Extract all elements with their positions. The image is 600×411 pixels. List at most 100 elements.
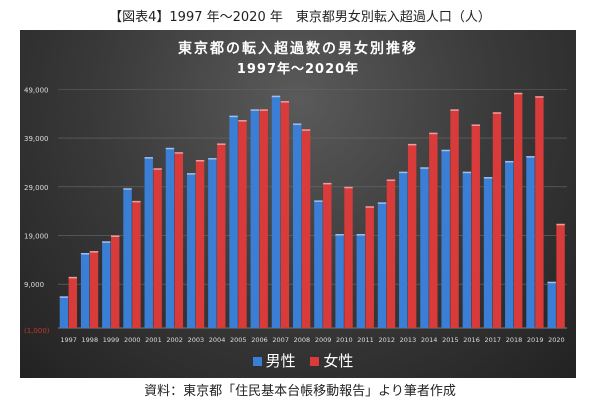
- bar-highlight: [271, 95, 281, 98]
- bar-highlight: [323, 182, 332, 185]
- x-tick-label: 2005: [230, 336, 247, 344]
- bar-highlight: [450, 109, 459, 111]
- legend-swatch-female: [310, 357, 320, 366]
- bar-female: [407, 143, 417, 328]
- bar-highlight: [174, 152, 184, 154]
- bar-male: [271, 95, 281, 329]
- bar-highlight: [111, 235, 120, 237]
- x-tick-label: 2010: [336, 336, 353, 344]
- bar-male: [229, 115, 238, 328]
- legend-label-female: 女性: [323, 352, 354, 370]
- bar-highlight: [59, 296, 69, 298]
- bar-female: [217, 143, 226, 328]
- y-tick-label: 29,000: [24, 184, 49, 192]
- bar-male: [144, 157, 153, 328]
- bar-female: [68, 276, 78, 328]
- bar-female: [471, 124, 480, 329]
- bar-highlight: [186, 173, 196, 175]
- bar-highlight: [68, 276, 78, 279]
- x-tick-label: 2001: [145, 336, 162, 344]
- bar-female: [365, 206, 374, 328]
- bar-female: [323, 182, 332, 328]
- y-tick-label: 9,000: [24, 281, 44, 289]
- bar-female: [429, 132, 438, 328]
- bar-highlight: [407, 143, 417, 146]
- x-tick-label: 2011: [357, 336, 374, 344]
- bar-highlight: [153, 168, 162, 170]
- bar-male: [314, 200, 323, 328]
- x-tick-label: 1999: [103, 336, 120, 344]
- bar-highlight: [471, 124, 480, 126]
- bar-highlight: [238, 120, 247, 122]
- bar-highlight: [217, 143, 226, 145]
- bar-female: [89, 251, 99, 328]
- bar-female: [280, 101, 290, 328]
- bar-highlight: [492, 112, 502, 114]
- bar-male: [399, 171, 408, 328]
- bar-highlight: [556, 223, 565, 226]
- x-tick-label: 2014: [421, 336, 438, 344]
- x-tick-label: 2013: [400, 336, 417, 344]
- bar-highlight: [483, 177, 493, 179]
- bar-female: [111, 235, 120, 328]
- x-tick-label: 2019: [527, 336, 544, 344]
- x-tick-label: 2020: [548, 336, 565, 344]
- y-tick-label: 49,000: [24, 86, 49, 94]
- bar-male: [526, 156, 535, 328]
- bar-male: [186, 173, 196, 328]
- bar-highlight: [259, 109, 268, 111]
- legend-swatch-male: [252, 357, 262, 366]
- bar-male: [292, 123, 302, 329]
- bar-highlight: [123, 188, 132, 190]
- bar-highlight: [399, 171, 408, 174]
- x-tick-label: 2008: [294, 336, 311, 344]
- x-tick-label: 2012: [378, 336, 395, 344]
- bar-highlight: [314, 200, 323, 202]
- legend-label-male: 男性: [265, 352, 296, 370]
- bar-highlight: [441, 149, 450, 152]
- y-tick-label: 19,000: [24, 232, 49, 240]
- x-tick-label: 2009: [315, 336, 332, 344]
- bar-highlight: [462, 171, 472, 174]
- bar-female: [195, 159, 205, 328]
- legend: 男性 女性: [20, 350, 576, 371]
- x-tick-label: 2016: [463, 336, 480, 344]
- x-tick-label: 2017: [484, 336, 501, 344]
- source-note: 資料：東京都「住民基本台帳移動報告」より筆者作成: [144, 384, 456, 399]
- bar-highlight: [208, 158, 217, 160]
- bar-male: [547, 281, 556, 328]
- bar-male: [165, 147, 175, 328]
- bar-highlight: [429, 132, 438, 135]
- bar-highlight: [420, 167, 429, 169]
- bar-highlight: [505, 160, 514, 163]
- bar-highlight: [195, 159, 205, 162]
- x-tick-label: 2003: [188, 336, 205, 344]
- bar-male: [208, 158, 217, 328]
- bar-highlight: [301, 129, 311, 131]
- bar-highlight: [80, 253, 90, 255]
- y-tick-label: 39,000: [24, 135, 49, 143]
- bar-highlight: [344, 186, 353, 189]
- bar-highlight: [144, 157, 153, 159]
- x-tick-label: 2004: [209, 336, 226, 344]
- figure-caption: 【図表4】1997 年～2020 年 東京都男女別転入超過人口（人）: [109, 10, 491, 25]
- x-tick-label: 2007: [272, 336, 289, 344]
- bar-male: [420, 167, 429, 328]
- bar-highlight: [356, 234, 366, 236]
- x-tick-label: 2015: [442, 336, 459, 344]
- chart-title: 東京都の転入超過数の男女別推移: [178, 41, 418, 57]
- bar-female: [344, 186, 353, 328]
- bar-female: [153, 168, 162, 328]
- bar-highlight: [547, 281, 556, 284]
- bar-highlight: [526, 156, 535, 158]
- bar-female: [386, 179, 396, 328]
- x-tick-label: 2006: [251, 336, 268, 344]
- bar-male: [59, 296, 69, 328]
- bar-female: [492, 112, 502, 328]
- bar-male: [505, 160, 514, 328]
- bar-highlight: [229, 115, 238, 118]
- bar-male: [250, 109, 259, 328]
- bar-male: [123, 188, 132, 328]
- bar-highlight: [513, 92, 523, 95]
